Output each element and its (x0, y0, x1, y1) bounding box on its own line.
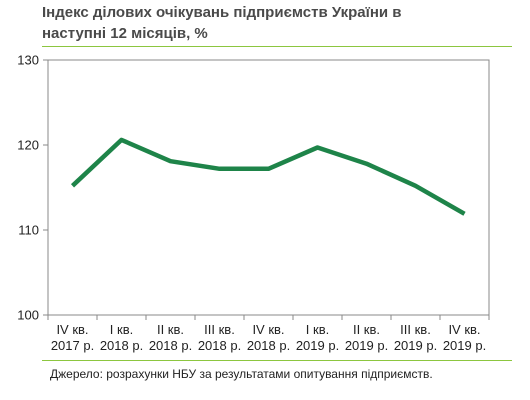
x-tick-label: IV кв. (448, 322, 480, 337)
x-tick-label: 2018 р. (149, 338, 192, 353)
x-tick-label: IV кв. (252, 322, 284, 337)
y-tick-label: 110 (18, 223, 39, 238)
x-tick-label: I кв. (110, 322, 133, 337)
x-tick-label: III кв. (204, 322, 235, 337)
x-tick-label: 2018 р. (247, 338, 290, 353)
y-tick-label: 130 (17, 53, 39, 68)
x-tick-label: I кв. (306, 322, 329, 337)
x-tick-label: 2019 р. (296, 338, 339, 353)
source-divider (42, 360, 512, 361)
x-tick-label: 2017 р. (51, 338, 94, 353)
x-tick-label: IV кв. (56, 322, 88, 337)
title-divider (42, 46, 512, 47)
chart-title: Індекс ділових очікувань підприємств Укр… (42, 4, 402, 42)
x-tick-label: III кв. (400, 322, 431, 337)
x-tick-label: II кв. (353, 322, 380, 337)
x-tick-label: 2018 р. (198, 338, 241, 353)
plot-frame (47, 59, 490, 316)
x-tick-label: 2019 р. (345, 338, 388, 353)
y-tick-label: 120 (17, 138, 39, 153)
x-tick-label: 2018 р. (100, 338, 143, 353)
x-tick-label: 2019 р. (394, 338, 437, 353)
source-note: Джерело: розрахунки НБУ за результатами … (50, 367, 433, 381)
x-tick-label: II кв. (157, 322, 184, 337)
series-line (70, 137, 466, 216)
y-tick-label: 100 (17, 308, 39, 323)
x-tick-label: 2019 р. (443, 338, 486, 353)
